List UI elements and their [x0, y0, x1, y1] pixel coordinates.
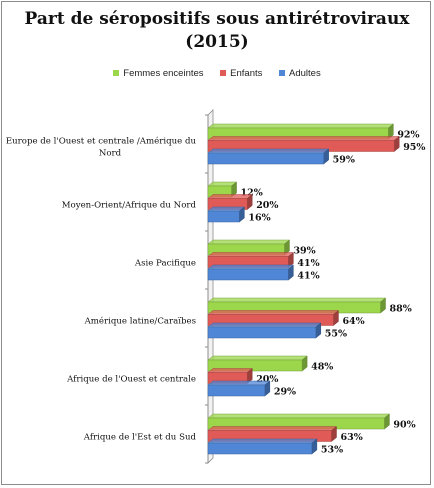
legend-label-adultes: Adultes	[289, 68, 321, 79]
data-label-adultes-europe-de-l-ouest-et-centrale-amerique-du-nord: 59%	[333, 155, 355, 166]
bar-top-adultes-moyen-orient-afrique-du-nord	[207, 206, 246, 212]
legend-item-enfants: Enfants	[220, 68, 262, 79]
category-label-line: Amérique latine/Caraïbes	[84, 316, 196, 327]
data-label-adultes-moyen-orient-afrique-du-nord: 16%	[248, 213, 270, 224]
legend-swatch-femmes-enceintes	[113, 70, 120, 76]
data-label-femmes-enceintes-afrique-de-l-ouest-et-centrale: 48%	[311, 362, 333, 373]
chart-legend: Femmes enceintes Enfants Adultes	[0, 68, 434, 79]
bar-adultes-afrique-de-l-est-et-du-sud	[207, 442, 313, 455]
category-label-afrique-de-l-est-et-du-sud: Afrique de l'Est et du Sud	[83, 433, 197, 443]
bar-top-enfants-asie-pacifique	[207, 252, 295, 257]
bar-top-enfants-moyen-orient-afrique-du-nord	[207, 194, 253, 199]
legend-label-femmes-enceintes: Femmes enceintes	[123, 68, 204, 79]
chart-title-line-2: (2015)	[185, 32, 249, 52]
data-label-enfants-moyen-orient-afrique-du-nord: 20%	[256, 200, 278, 211]
data-label-femmes-enceintes-afrique-de-l-est-et-du-sud: 90%	[393, 420, 415, 431]
category-label-asie-pacifique: Asie Pacifique	[134, 259, 196, 269]
bar-top-enfants-europe-de-l-ouest-et-centrale-amerique-du-nord	[207, 136, 400, 141]
bar-adultes-amerique-latine-caraibes	[207, 326, 317, 339]
bar-top-femmes-enceintes-amerique-latine-caraibes	[207, 297, 387, 303]
data-label-enfants-amerique-latine-caraibes: 64%	[342, 316, 364, 327]
chart-title: Part de séropositifs sous antirétrovirau…	[0, 8, 434, 54]
bar-top-adultes-europe-de-l-ouest-et-centrale-amerique-du-nord	[207, 148, 330, 154]
data-label-adultes-asie-pacifique: 41%	[297, 271, 319, 282]
bar-top-adultes-afrique-de-l-ouest-et-centrale	[207, 380, 271, 386]
data-label-adultes-afrique-de-l-ouest-et-centrale: 29%	[274, 387, 296, 398]
bar-adultes-moyen-orient-afrique-du-nord	[207, 210, 240, 223]
chart-title-line-1: Part de séropositifs sous antirétrovirau…	[24, 9, 410, 29]
bar-top-enfants-amerique-latine-caraibes	[207, 310, 340, 315]
category-label-line: Afrique de l'Est et du Sud	[83, 433, 197, 443]
category-label-line: Nord	[99, 149, 122, 159]
data-label-femmes-enceintes-moyen-orient-afrique-du-nord: 12%	[241, 188, 263, 199]
data-label-adultes-amerique-latine-caraibes: 55%	[325, 329, 347, 340]
category-label-afrique-de-l-ouest-et-centrale: Afrique de l'Ouest et centrale	[66, 375, 196, 385]
category-label-amerique-latine-caraibes: Amérique latine/Caraïbes	[84, 316, 196, 327]
bar-top-adultes-amerique-latine-caraibes	[207, 322, 322, 328]
data-label-enfants-europe-de-l-ouest-et-centrale-amerique-du-nord: 95%	[403, 142, 425, 153]
category-label-moyen-orient-afrique-du-nord: Moyen-Orient/Afrique du Nord	[62, 201, 197, 211]
data-label-femmes-enceintes-amerique-latine-caraibes: 88%	[389, 304, 411, 315]
bar-top-enfants-afrique-de-l-est-et-du-sud	[207, 426, 338, 431]
data-label-femmes-enceintes-asie-pacifique: 39%	[293, 246, 315, 257]
bar-top-adultes-asie-pacifique	[207, 264, 295, 270]
bar-adultes-afrique-de-l-ouest-et-centrale	[207, 384, 266, 397]
data-label-adultes-afrique-de-l-est-et-du-sud: 53%	[321, 445, 343, 456]
category-label-line: Moyen-Orient/Afrique du Nord	[62, 201, 197, 211]
data-label-femmes-enceintes-europe-de-l-ouest-et-centrale-amerique-du-nord: 92%	[397, 130, 419, 141]
legend-swatch-enfants	[220, 70, 227, 76]
data-label-enfants-afrique-de-l-ouest-et-centrale: 20%	[256, 374, 278, 385]
bar-top-enfants-afrique-de-l-ouest-et-centrale	[207, 368, 253, 373]
bar-top-femmes-enceintes-asie-pacifique	[207, 239, 291, 245]
category-label-europe-de-l-ouest-et-centrale-amerique-du-nord: Europe de l'Ouest et centrale /Amérique …	[6, 136, 197, 159]
bar-top-femmes-enceintes-europe-de-l-ouest-et-centrale-amerique-du-nord	[207, 123, 395, 129]
category-label-line: Europe de l'Ouest et centrale /Amérique …	[6, 136, 197, 147]
category-label-line: Afrique de l'Ouest et centrale	[66, 375, 196, 385]
legend-label-enfants: Enfants	[230, 68, 263, 79]
bar-top-femmes-enceintes-afrique-de-l-ouest-et-centrale	[207, 355, 308, 361]
bar-femmes-enceintes-afrique-de-l-ouest-et-centrale	[207, 359, 303, 372]
category-label-line: Asie Pacifique	[134, 259, 196, 269]
bar-top-adultes-afrique-de-l-est-et-du-sud	[207, 438, 318, 444]
bar-adultes-europe-de-l-ouest-et-centrale-amerique-du-nord	[207, 152, 324, 165]
data-label-enfants-afrique-de-l-est-et-du-sud: 63%	[340, 432, 362, 443]
legend-swatch-adultes	[279, 70, 286, 76]
legend-item-femmes-enceintes: Femmes enceintes	[113, 68, 204, 79]
data-label-enfants-asie-pacifique: 41%	[297, 258, 319, 269]
bar-adultes-asie-pacifique	[207, 268, 289, 281]
legend-item-adultes: Adultes	[279, 68, 321, 79]
bar-top-femmes-enceintes-afrique-de-l-est-et-du-sud	[207, 413, 391, 419]
